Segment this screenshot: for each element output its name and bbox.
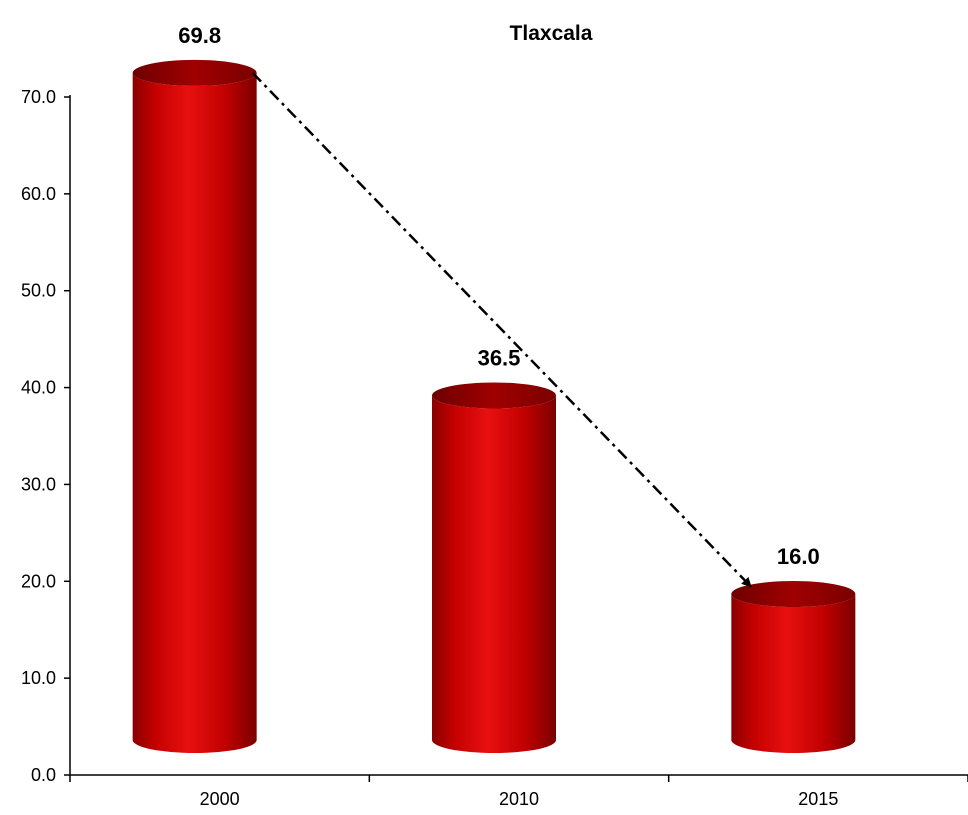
axes: 0.0 10.0 20.0 30.0 40.0 50.0 60.0 70.0 2000 2010 2… (21, 87, 968, 809)
bar-body (731, 594, 856, 754)
data-labels: 69.8 36.5 16.0 (178, 23, 819, 569)
bar-body (132, 72, 257, 753)
bar-top-cap (731, 581, 856, 608)
y-tick-label: 20.0 (21, 571, 56, 591)
bar-body (432, 395, 556, 753)
y-tick-label: 60.0 (21, 184, 56, 204)
data-label: 16.0 (777, 544, 820, 569)
y-tick-label: 50.0 (21, 281, 56, 301)
bar-top-cap (132, 59, 257, 86)
x-tick-label: 2015 (798, 789, 838, 809)
y-tick-label: 30.0 (21, 474, 56, 494)
bar-2010 (432, 382, 556, 753)
y-tick-label: 70.0 (21, 87, 56, 107)
bar-top-cap (432, 382, 556, 409)
data-label: 69.8 (178, 23, 221, 48)
trend-arrow (251, 72, 752, 588)
y-tick-label: 10.0 (21, 668, 56, 688)
chart-title: Tlaxcala (510, 22, 593, 45)
y-tick-label: 0.0 (31, 765, 56, 785)
x-tick-label: 2010 (499, 789, 539, 809)
x-tick-label: 2000 (200, 789, 240, 809)
data-label: 36.5 (478, 345, 521, 370)
bar-2000 (132, 59, 257, 753)
bar-2015 (731, 581, 856, 754)
trend-arrow-group (251, 72, 752, 588)
y-tick-label: 40.0 (21, 378, 56, 398)
bars (132, 59, 856, 754)
